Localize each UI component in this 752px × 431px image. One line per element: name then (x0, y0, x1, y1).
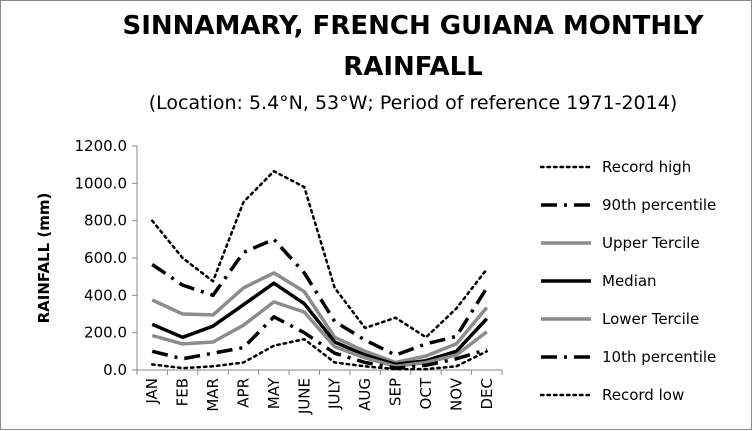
y-tick-label: 0.0 (103, 361, 127, 379)
x-tick-label: DEC (478, 378, 496, 410)
legend-label: Upper Tercile (602, 234, 700, 252)
chart-subtitle: (Location: 5.4°N, 53°W; Period of refere… (149, 92, 678, 114)
legend: Record high 90th percentile Upper Tercile M… (539, 158, 716, 404)
x-tick-label: OCT (417, 377, 435, 409)
y-axis-title: RAINFALL (mm) (35, 193, 53, 324)
x-tick-label: JULY (326, 377, 344, 410)
legend-label: 90th percentile (602, 196, 716, 214)
series-line (150, 337, 489, 371)
y-tick-label: 800.0 (84, 212, 127, 230)
legend-label: 10th percentile (602, 348, 716, 366)
y-tick-label: 600.0 (84, 249, 127, 267)
x-tick-label: FEB (174, 378, 192, 406)
legend-label: Median (602, 272, 657, 290)
x-tick-label: MAY (265, 377, 283, 409)
series-line (151, 271, 489, 365)
series-line (150, 169, 489, 339)
legend-label: Lower Tercile (602, 310, 699, 328)
x-tick-label: JUNE (295, 378, 313, 415)
y-tick-label: 1200.0 (75, 137, 128, 155)
x-tick-label: APR (234, 378, 252, 408)
plot-area: 0.0 200.0 400.0 600.0 800.0 1000.0 1200.0 JAN FE… (75, 137, 503, 415)
x-tick-label: NOV (447, 377, 465, 411)
series-line (151, 237, 489, 357)
y-tick-label: 1000.0 (75, 174, 128, 192)
y-tick-label: 200.0 (84, 324, 127, 342)
chart-title-line1: SINNAMARY, FRENCH GUIANA MONTHLY (122, 11, 704, 41)
x-tick-label: SEP (387, 378, 405, 406)
x-tick-label: MAR (204, 378, 222, 412)
chart-title-line2: RAINFALL (343, 52, 483, 82)
x-tick-label: AUG (356, 378, 374, 411)
series-line (151, 300, 488, 369)
y-tick-label: 400.0 (84, 286, 127, 304)
x-tick-label: JAN (143, 378, 161, 405)
series-line (151, 315, 488, 370)
legend-label: Record low (602, 386, 684, 404)
legend-label: Record high (602, 158, 691, 176)
series-line (151, 281, 489, 367)
